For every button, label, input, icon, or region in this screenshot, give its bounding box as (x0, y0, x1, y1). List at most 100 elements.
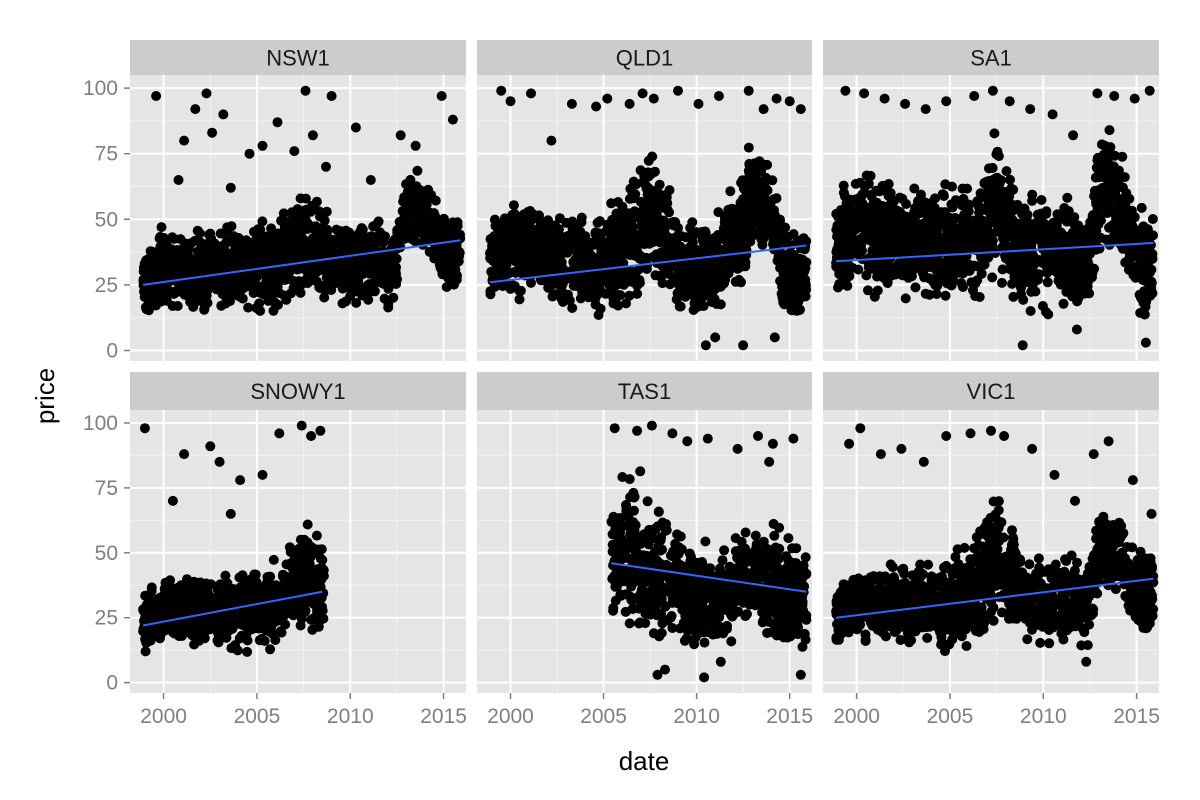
data-point (780, 283, 791, 293)
outlier-point (920, 104, 931, 115)
data-point (1138, 255, 1149, 266)
data-point (620, 271, 631, 281)
data-point (283, 273, 294, 284)
data-point (1104, 125, 1115, 136)
data-point (846, 262, 857, 273)
data-point (1126, 246, 1137, 257)
data-point (156, 222, 167, 233)
data-point (282, 228, 293, 239)
data-point (987, 228, 998, 239)
data-point (229, 257, 240, 268)
data-point (863, 178, 874, 189)
data-point (400, 204, 411, 215)
data-point (1008, 291, 1019, 302)
data-point (182, 266, 193, 277)
data-point (887, 246, 898, 257)
data-point (510, 256, 521, 267)
data-point (997, 242, 1008, 253)
data-point (362, 255, 373, 265)
outlier-point (201, 88, 212, 99)
data-point (962, 240, 973, 251)
data-point (578, 289, 589, 300)
data-point (600, 237, 611, 248)
data-point (301, 242, 311, 253)
data-point (744, 169, 755, 180)
data-point (1120, 201, 1131, 212)
data-point (296, 227, 306, 238)
outlier-point (624, 98, 635, 109)
outlier-point (447, 114, 458, 125)
data-point (730, 204, 741, 215)
data-point (485, 289, 496, 300)
data-point (423, 184, 434, 195)
outlier-point (1068, 130, 1079, 141)
data-point (797, 254, 808, 265)
trend-line (489, 244, 807, 284)
data-point (1091, 162, 1102, 173)
data-point (186, 254, 197, 265)
facet-panel-sa1: SA1 (823, 40, 1159, 361)
outlier-point (225, 182, 236, 193)
data-point (398, 229, 408, 240)
data-point (1117, 151, 1128, 162)
data-point (928, 244, 938, 254)
data-point (432, 231, 443, 242)
data-point (576, 217, 587, 228)
data-point (733, 216, 744, 227)
data-point (964, 265, 975, 276)
data-point (444, 242, 455, 252)
data-point (1104, 222, 1114, 233)
data-point (235, 243, 246, 254)
data-point (1070, 271, 1081, 282)
data-point (930, 193, 940, 204)
data-point (698, 301, 709, 311)
data-point (715, 299, 726, 310)
data-point (1025, 306, 1036, 316)
data-point (987, 237, 997, 248)
trend-line (142, 239, 461, 286)
data-point (204, 258, 215, 269)
outlier-point (365, 175, 376, 185)
data-point (328, 259, 339, 270)
data-point (1037, 301, 1048, 311)
data-point (572, 278, 583, 289)
data-point (567, 223, 578, 234)
data-point (769, 205, 779, 216)
data-point (1141, 296, 1152, 307)
data-point (1012, 277, 1023, 288)
data-point (922, 205, 933, 216)
data-point (945, 262, 956, 273)
data-point (707, 267, 718, 278)
outlier-point (151, 91, 162, 101)
outlier-point (700, 340, 711, 351)
data-point (602, 224, 613, 235)
data-point (901, 199, 912, 209)
data-point (530, 249, 541, 260)
data-point (258, 258, 269, 269)
data-point (940, 290, 951, 301)
outlier-point (1092, 88, 1103, 99)
data-point (654, 197, 665, 208)
outlier-point (900, 98, 911, 109)
data-point (316, 264, 327, 275)
data-point (1143, 236, 1154, 247)
data-point (984, 163, 994, 174)
data-point (1022, 222, 1033, 233)
data-point (337, 239, 348, 250)
data-point (649, 216, 660, 227)
data-point (867, 213, 877, 224)
data-point (140, 302, 151, 313)
facet-strip-label: NSW1 (266, 46, 330, 71)
data-point (692, 247, 703, 258)
data-point (974, 207, 985, 218)
data-point (626, 224, 637, 235)
data-point (254, 298, 265, 309)
data-point (1108, 161, 1119, 172)
data-point (752, 198, 763, 209)
data-point (172, 245, 183, 255)
data-point (684, 249, 695, 260)
data-point (242, 263, 253, 274)
data-point (487, 241, 497, 251)
data-point (1000, 250, 1010, 261)
outlier-point (771, 93, 782, 104)
